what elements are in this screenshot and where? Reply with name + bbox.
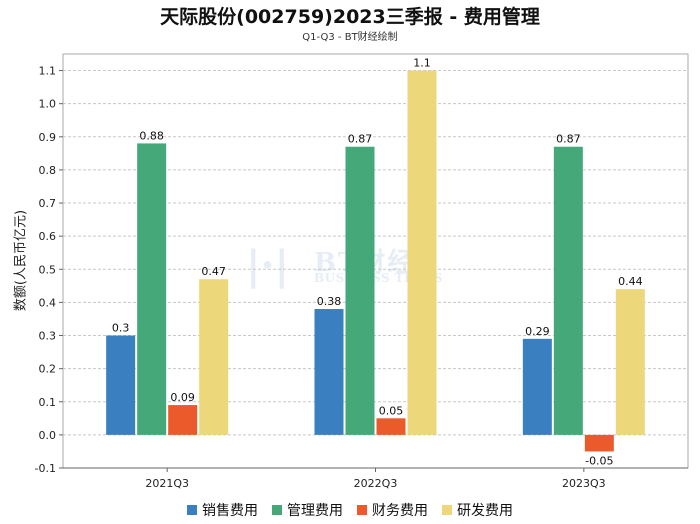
bar xyxy=(584,434,614,452)
legend-label: 研发费用 xyxy=(457,503,513,519)
chart-title: 天际股份(002759)2023三季报 - 费用管理 xyxy=(160,6,540,28)
legend-item: 销售费用 xyxy=(187,500,258,520)
y-tick-label: -0.1 xyxy=(35,462,56,475)
y-tick-label: 0.5 xyxy=(39,263,57,276)
y-tick-label: 0.6 xyxy=(39,230,57,243)
legend-item: 财务费用 xyxy=(357,500,428,520)
legend-swatch xyxy=(442,505,452,515)
bar xyxy=(168,405,198,435)
data-label: 0.87 xyxy=(348,133,373,146)
bar xyxy=(407,70,437,435)
bar xyxy=(106,335,136,435)
data-label: 0.3 xyxy=(112,322,130,335)
data-label: -0.05 xyxy=(585,454,613,467)
bar xyxy=(345,146,375,435)
legend: 销售费用 管理费用 财务费用 研发费用 xyxy=(0,500,700,520)
x-tick-label: 2021Q3 xyxy=(145,477,189,490)
y-tick-label: 1.0 xyxy=(39,98,57,111)
legend-label: 销售费用 xyxy=(202,503,258,519)
legend-label: 管理费用 xyxy=(287,503,343,519)
bar xyxy=(522,338,552,435)
legend-label: 财务费用 xyxy=(372,503,428,519)
legend-item: 研发费用 xyxy=(442,500,513,520)
y-tick-label: 0.8 xyxy=(39,164,57,177)
data-label: 0.47 xyxy=(201,265,226,278)
data-label: 1.1 xyxy=(413,57,431,70)
y-tick-label: 0.1 xyxy=(39,396,57,409)
legend-item: 管理费用 xyxy=(272,500,343,520)
legend-swatch xyxy=(272,505,282,515)
y-tick-label: 0.2 xyxy=(39,363,57,376)
data-label: 0.29 xyxy=(525,325,550,338)
chart-subtitle: Q1-Q3 - BT财经绘制 xyxy=(302,32,398,43)
data-label: 0.09 xyxy=(170,391,195,404)
y-tick-label: 0.3 xyxy=(39,330,57,343)
y-tick-label: 0.7 xyxy=(39,197,57,210)
y-tick-label: 1.1 xyxy=(39,65,57,78)
data-label: 0.87 xyxy=(556,133,581,146)
bar xyxy=(199,279,229,435)
bar xyxy=(376,418,406,435)
y-tick-label: 0.9 xyxy=(39,131,57,144)
bar xyxy=(553,146,583,435)
data-label: 0.44 xyxy=(618,275,643,288)
x-tick-label: 2023Q3 xyxy=(562,477,606,490)
data-label: 0.05 xyxy=(379,404,404,417)
y-tick-label: 0.0 xyxy=(39,429,57,442)
legend-swatch xyxy=(187,505,197,515)
bar xyxy=(314,309,344,435)
data-label: 0.88 xyxy=(139,129,164,142)
bar xyxy=(615,289,645,435)
x-tick-label: 2022Q3 xyxy=(354,477,398,490)
data-label: 0.38 xyxy=(317,295,342,308)
bar xyxy=(137,143,167,435)
watermark-mark: |·| xyxy=(246,242,290,289)
y-tick-label: 0.4 xyxy=(39,296,57,309)
legend-swatch xyxy=(357,505,367,515)
